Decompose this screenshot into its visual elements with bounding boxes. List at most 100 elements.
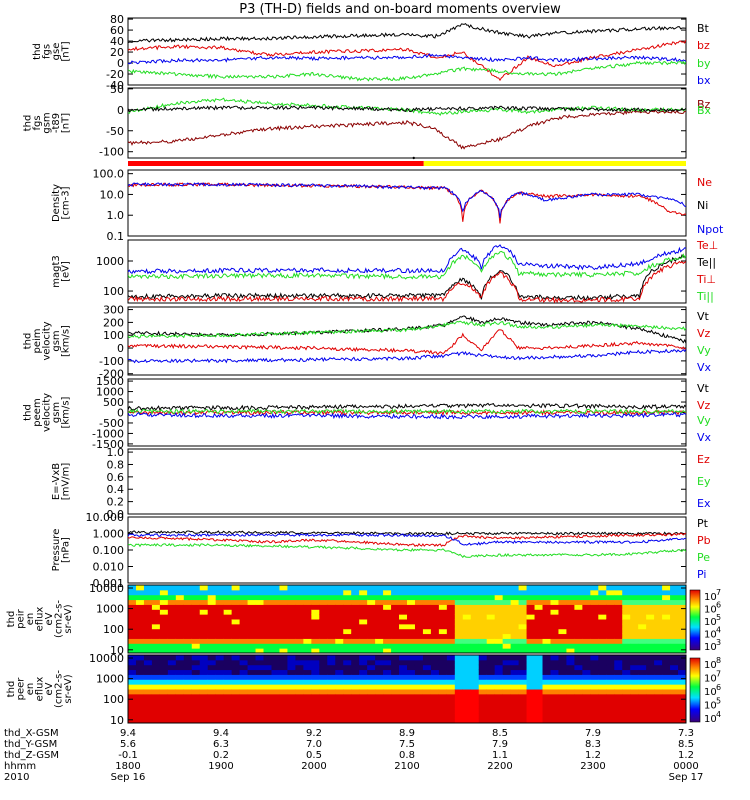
spectrogram-cell	[566, 718, 575, 724]
spectrogram-cell	[558, 684, 567, 690]
spectrogram-cell	[430, 594, 440, 601]
spectrogram-cell	[239, 594, 249, 601]
spectrogram-cell	[638, 604, 647, 610]
spectrogram-cell	[199, 684, 209, 690]
spectrogram-cell	[502, 708, 512, 714]
spectrogram-cell	[247, 708, 257, 714]
spectrogram-cell	[303, 703, 312, 709]
spectrogram-cell	[159, 614, 169, 620]
spectrogram-cell	[239, 708, 249, 714]
spectrogram-cell	[143, 655, 153, 661]
spectrogram-cell	[239, 659, 249, 666]
spectrogram-cell	[582, 633, 591, 639]
spectrogram-cell	[414, 664, 424, 671]
spectrogram-cell	[566, 619, 575, 625]
spectrogram-cell	[407, 599, 416, 605]
spectrogram-cell	[654, 679, 663, 685]
spectrogram-cell	[151, 628, 161, 635]
spectrogram-cell	[367, 609, 376, 615]
y-tick-label: -50	[106, 125, 124, 138]
spectrogram-cell	[622, 655, 631, 661]
spectrogram-cell	[279, 693, 288, 700]
spectrogram-cell	[614, 703, 623, 709]
spectrogram-cell	[606, 708, 615, 714]
y-axis-label: eflux	[35, 607, 46, 632]
spectrogram-cell	[678, 674, 687, 680]
spectrogram-cell	[311, 643, 320, 649]
spectrogram-cell	[327, 648, 336, 654]
spectrogram-cell	[191, 585, 201, 591]
spectrogram-cell	[606, 689, 615, 695]
spectrogram-cell	[614, 599, 623, 605]
spectrogram-cell	[175, 693, 185, 700]
spectrogram-cell	[662, 669, 671, 675]
y-tick-label: 10.0	[100, 188, 125, 201]
spectrogram-cell	[255, 674, 265, 680]
spectrogram-cell	[502, 604, 512, 610]
spectrogram-cell	[231, 643, 241, 649]
spectrogram-cell	[183, 664, 193, 671]
spectrogram-cell	[470, 604, 480, 610]
spectrogram-cell	[199, 655, 209, 661]
spectrogram-cell	[167, 713, 177, 719]
spectrogram-cell	[630, 619, 639, 625]
spectrogram-cell	[638, 594, 647, 601]
spectrogram-cell	[646, 693, 655, 700]
y-axis-label: [mV/m]	[61, 463, 72, 501]
spectrogram-cell	[590, 633, 599, 639]
spectrogram-cell	[662, 623, 671, 630]
spectrogram-cell	[223, 609, 233, 615]
spectrogram-cell	[263, 708, 272, 714]
x-tick-label: 2000	[301, 761, 326, 772]
spectrogram-cell	[470, 713, 480, 719]
spectrogram-cell	[247, 689, 257, 695]
spectrogram-cell	[391, 703, 400, 709]
spectrogram-cell	[582, 655, 591, 661]
spectrogram-cell	[207, 599, 217, 605]
spectrogram-cell	[175, 655, 185, 661]
legend-entry: Bx	[697, 104, 712, 117]
spectrogram-cell	[327, 679, 336, 685]
spectrogram-cell	[662, 693, 671, 700]
spectrogram-cell	[678, 684, 687, 690]
y-tick-label: 500	[103, 396, 124, 409]
spectrogram-cell	[295, 698, 304, 705]
spectrogram-cell	[199, 664, 209, 671]
spectrogram-cell	[566, 623, 575, 630]
spectrogram-cell	[438, 659, 448, 666]
spectrogram-cell	[303, 604, 312, 610]
spectrogram-cell	[478, 659, 488, 666]
series-fgs-Bt	[128, 22, 686, 44]
spectrogram-cell	[223, 684, 233, 690]
spectrogram-cell	[359, 594, 368, 601]
spectrogram-cell	[678, 643, 687, 649]
spectrogram-cell	[526, 633, 536, 639]
spectrogram-cell	[430, 648, 440, 654]
spectrogram-cell	[351, 614, 360, 620]
spectrogram-cell	[614, 648, 623, 654]
spectrogram-cell	[151, 708, 161, 714]
panel-frame	[127, 378, 687, 447]
spectrogram-cell	[239, 689, 249, 695]
spectrogram-cell	[303, 638, 312, 644]
spectrogram-cell	[614, 633, 623, 639]
spectrogram-cell	[239, 638, 249, 644]
spectrogram-cell	[399, 684, 408, 690]
spectrogram-cell	[494, 648, 504, 654]
spectrogram-cell	[630, 703, 639, 709]
spectrogram-cell	[175, 664, 185, 671]
spectrogram-cell	[614, 619, 623, 625]
spectrogram-cell	[231, 684, 241, 690]
spectrogram-cell	[327, 643, 336, 649]
spectrogram-cell	[422, 693, 432, 700]
spectrogram-cell	[343, 664, 352, 671]
spectrogram-cell	[574, 589, 583, 596]
spectrogram-cell	[638, 643, 647, 649]
spectrogram-cell	[678, 718, 687, 724]
spectrogram-cell	[175, 659, 185, 666]
spectrogram-cell	[231, 674, 241, 680]
spectrogram-cell	[558, 693, 567, 700]
spectrogram-cell	[167, 614, 177, 620]
spectrogram-cell	[215, 638, 225, 644]
spectrogram-cell	[359, 679, 368, 685]
